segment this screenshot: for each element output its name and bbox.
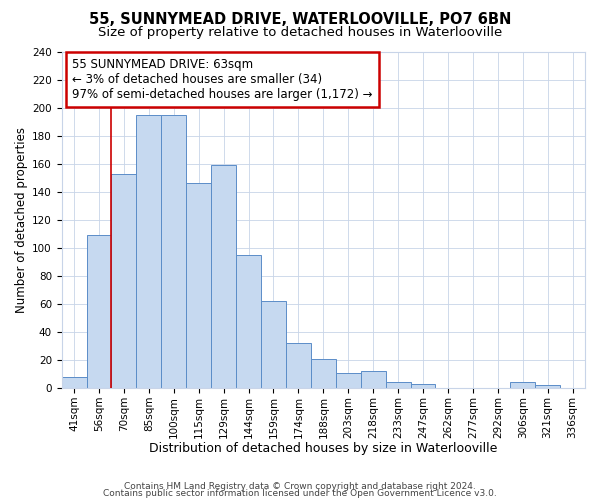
Bar (112, 174, 136, 388)
Bar (286, 343, 311, 388)
X-axis label: Distribution of detached houses by size in Waterlooville: Distribution of detached houses by size … (149, 442, 497, 455)
Bar (186, 184, 211, 388)
Bar (361, 371, 386, 388)
Bar (311, 358, 336, 388)
Bar (410, 384, 436, 388)
Bar (386, 382, 410, 388)
Bar (211, 165, 236, 388)
Bar (510, 382, 535, 388)
Bar (236, 255, 261, 388)
Bar (336, 372, 361, 388)
Bar (136, 114, 161, 388)
Bar (261, 301, 286, 388)
Text: 55, SUNNYMEAD DRIVE, WATERLOOVILLE, PO7 6BN: 55, SUNNYMEAD DRIVE, WATERLOOVILLE, PO7 … (89, 12, 511, 28)
Text: 55 SUNNYMEAD DRIVE: 63sqm
← 3% of detached houses are smaller (34)
97% of semi-d: 55 SUNNYMEAD DRIVE: 63sqm ← 3% of detach… (72, 58, 373, 101)
Bar (535, 386, 560, 388)
Text: Contains HM Land Registry data © Crown copyright and database right 2024.: Contains HM Land Registry data © Crown c… (124, 482, 476, 491)
Bar (62, 377, 86, 388)
Text: Size of property relative to detached houses in Waterlooville: Size of property relative to detached ho… (98, 26, 502, 39)
Bar (86, 235, 112, 388)
Text: Contains public sector information licensed under the Open Government Licence v3: Contains public sector information licen… (103, 489, 497, 498)
Bar (161, 114, 186, 388)
Y-axis label: Number of detached properties: Number of detached properties (15, 127, 28, 313)
